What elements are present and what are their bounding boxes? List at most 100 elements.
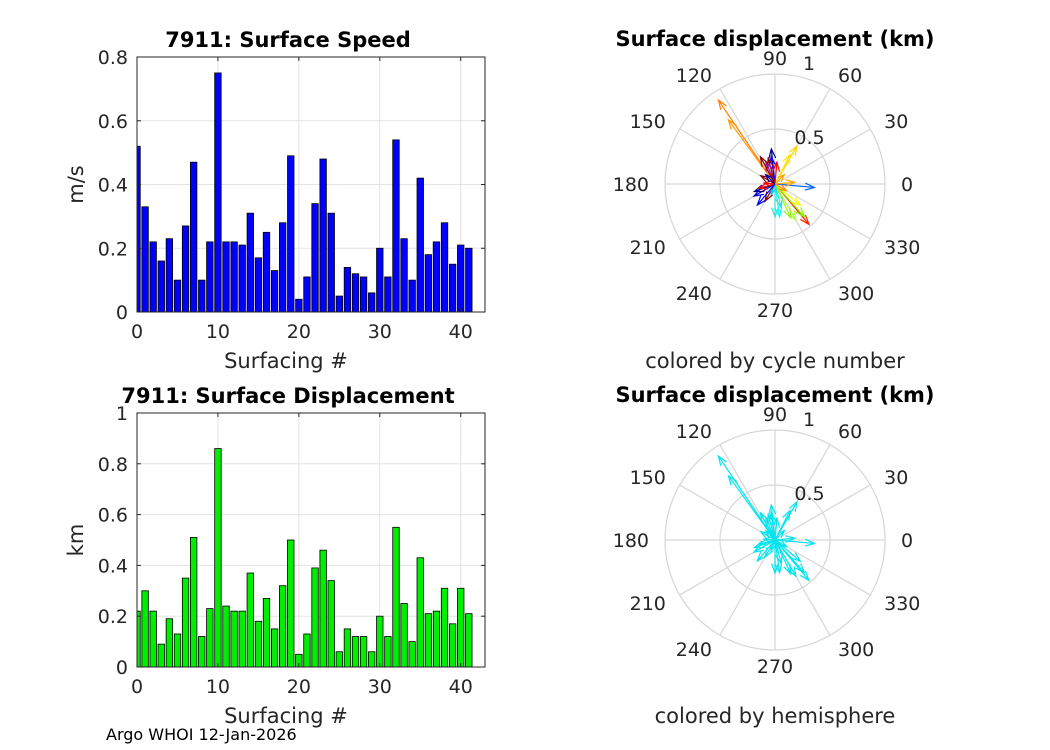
displacement-vector bbox=[774, 183, 782, 208]
polar-radius-label: 0.5 bbox=[794, 127, 824, 149]
bar bbox=[424, 254, 432, 313]
vector-arrowhead bbox=[762, 180, 771, 187]
x-tick-label: 0 bbox=[131, 321, 143, 343]
x-tick-label: 20 bbox=[287, 321, 311, 343]
chart-title: Surface displacement (km) bbox=[615, 27, 934, 51]
polar-spoke bbox=[774, 539, 871, 596]
displacement-vector bbox=[758, 539, 776, 545]
vector-arrowhead bbox=[804, 182, 817, 191]
vector-arrowhead bbox=[768, 503, 777, 515]
vector-arrowhead bbox=[790, 196, 802, 207]
axes-box bbox=[136, 412, 486, 668]
displacement-vector bbox=[774, 530, 785, 541]
vector-arrowhead bbox=[717, 454, 727, 466]
vector-arrowhead bbox=[777, 529, 786, 538]
polar-angle-label: 150 bbox=[630, 467, 666, 489]
displacement-vector bbox=[770, 183, 776, 195]
bar bbox=[190, 537, 198, 668]
vector-arrowhead bbox=[764, 529, 773, 538]
displacement-vector bbox=[774, 539, 787, 548]
bar bbox=[206, 608, 214, 668]
bar bbox=[198, 279, 206, 313]
displacement-vector bbox=[774, 539, 797, 577]
vector-arrowhead bbox=[771, 563, 779, 575]
y-axis-label: m/s bbox=[64, 165, 88, 203]
bar bbox=[287, 155, 295, 313]
y-tick-label: 0.6 bbox=[98, 111, 128, 133]
polar-radius-label: 1 bbox=[803, 409, 815, 431]
bar bbox=[465, 613, 473, 668]
x-axis-label: colored by cycle number bbox=[645, 349, 905, 373]
bar bbox=[303, 276, 311, 313]
displacement-vector bbox=[774, 162, 778, 185]
bar bbox=[416, 557, 424, 668]
bar bbox=[327, 580, 335, 668]
chart-title: Surface displacement (km) bbox=[615, 383, 934, 407]
displacement-vector bbox=[727, 475, 776, 541]
x-axis-label: colored by hemisphere bbox=[655, 704, 896, 728]
displacement-vector bbox=[774, 183, 801, 206]
bar bbox=[222, 241, 230, 313]
vector-arrowhead bbox=[752, 540, 765, 549]
x-axis-label: Surfacing # bbox=[224, 704, 348, 728]
vector-arrowhead bbox=[759, 155, 769, 167]
bar bbox=[279, 222, 287, 313]
displacement-vector bbox=[774, 539, 815, 545]
vector-arrowhead bbox=[790, 552, 802, 563]
displacement-polar-by-cycle: 0 30 60 90 120 150 180 210 240 270 300 330 0.5 1Surfa… bbox=[613, 27, 935, 373]
bar bbox=[157, 643, 165, 668]
x-tick-label: 30 bbox=[368, 321, 392, 343]
displacement-vector bbox=[774, 174, 785, 185]
displacement-vector bbox=[765, 530, 776, 541]
bar bbox=[157, 260, 165, 313]
x-tick-label: 40 bbox=[449, 321, 473, 343]
displacement-vector bbox=[765, 174, 776, 185]
bar bbox=[270, 270, 279, 313]
polar-radius-label: 1 bbox=[803, 53, 815, 75]
vector-arrowhead bbox=[752, 184, 765, 193]
chart-title: 7911: Surface Displacement bbox=[121, 384, 454, 408]
bar bbox=[359, 276, 368, 313]
polar-angle-label: 210 bbox=[630, 237, 666, 259]
vector-arrowhead bbox=[757, 182, 768, 190]
bar bbox=[238, 610, 246, 668]
bar bbox=[368, 292, 376, 313]
bar bbox=[214, 72, 222, 313]
vector-arrowhead bbox=[783, 563, 792, 576]
y-tick-label: 0.8 bbox=[98, 454, 128, 476]
polar-spoke bbox=[774, 128, 871, 185]
vector-arrowhead bbox=[799, 214, 811, 226]
displacement-vector bbox=[760, 512, 776, 541]
vector-arrowhead bbox=[795, 207, 806, 219]
polar-angle-label: 90 bbox=[763, 404, 787, 426]
vector-arrowhead bbox=[795, 563, 806, 575]
polar-angle-label: 240 bbox=[676, 283, 712, 305]
bar bbox=[214, 448, 222, 668]
y-tick-label: 0.4 bbox=[98, 555, 128, 577]
y-axis-label: km bbox=[64, 524, 88, 557]
vector-arrowhead bbox=[784, 179, 797, 188]
displacement-vector bbox=[774, 183, 797, 221]
x-tick-label: 30 bbox=[368, 676, 392, 698]
bar bbox=[270, 628, 279, 668]
bar bbox=[279, 585, 287, 668]
x-tick-label: 10 bbox=[206, 321, 230, 343]
displacement-vector bbox=[763, 538, 776, 541]
bar bbox=[262, 231, 271, 313]
displacement-vector bbox=[774, 154, 791, 185]
vector-arrowhead bbox=[770, 187, 777, 196]
vector-arrowhead bbox=[727, 118, 738, 130]
polar-angle-label: 210 bbox=[630, 593, 666, 615]
bar bbox=[319, 158, 327, 313]
y-tick-label: 0.2 bbox=[98, 606, 128, 628]
bar bbox=[384, 636, 392, 668]
vector-arrowhead bbox=[804, 538, 817, 547]
bar bbox=[165, 618, 174, 668]
bar bbox=[432, 241, 441, 313]
vector-arrowhead bbox=[788, 500, 798, 512]
displacement-vector bbox=[774, 539, 801, 562]
polar-angle-label: 120 bbox=[676, 421, 712, 443]
displacement-vector bbox=[774, 518, 778, 541]
bar bbox=[432, 610, 441, 668]
